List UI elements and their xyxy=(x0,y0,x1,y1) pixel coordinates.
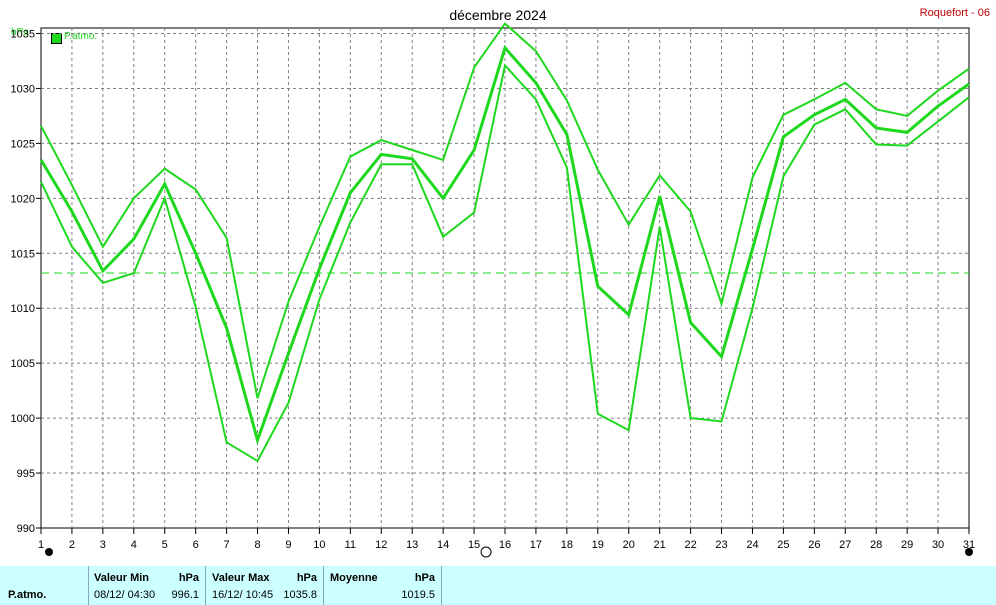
x-tick-label: 18 xyxy=(561,539,573,551)
max-unit: hPa xyxy=(296,572,317,584)
mean-value: 1019.5 xyxy=(401,589,435,601)
x-tick-label: 22 xyxy=(684,539,696,551)
summary-mean-cell: Moyenne hPa 1019.5 xyxy=(324,566,442,605)
full-moon-icon xyxy=(480,546,492,558)
series-line-max xyxy=(40,22,970,399)
x-tick-label: 10 xyxy=(313,539,325,551)
min-unit: hPa xyxy=(178,572,199,584)
x-tick-label: 3 xyxy=(100,539,106,551)
new-moon-icon xyxy=(45,548,53,556)
y-tick-label: 1015 xyxy=(11,248,35,260)
x-tick-label: 27 xyxy=(839,539,851,551)
min-header: Valeur Min xyxy=(94,572,150,584)
x-tick-label: 1 xyxy=(38,539,44,551)
legend-label: P.atmo. xyxy=(64,31,98,42)
series-line-avg xyxy=(39,44,970,446)
x-tick-label: 29 xyxy=(901,539,913,551)
y-tick-label: 1025 xyxy=(11,138,35,150)
x-tick-label: 20 xyxy=(623,539,635,551)
x-tick-label: 12 xyxy=(375,539,387,551)
x-tick-label: 14 xyxy=(437,539,449,551)
summary-min-cell: Valeur Min hPa 08/12/ 04:30 996.1 xyxy=(89,566,206,605)
x-tick-label: 17 xyxy=(530,539,542,551)
mean-unit: hPa xyxy=(414,572,435,584)
summary-row-label: P.atmo. xyxy=(8,589,47,601)
min-value: 996.1 xyxy=(171,589,199,601)
x-tick-label: 7 xyxy=(224,539,230,551)
x-tick-label: 15 xyxy=(468,539,480,551)
summary-footer: P.atmo. Valeur Min hPa 08/12/ 04:30 996.… xyxy=(0,566,996,605)
x-tick-label: 6 xyxy=(193,539,199,551)
x-tick-label: 5 xyxy=(162,539,168,551)
new-moon-icon xyxy=(965,548,973,556)
station-name: Roquefort - 06 xyxy=(919,7,990,19)
max-when: 16/12/ 10:45 xyxy=(212,589,274,601)
x-tick-label: 13 xyxy=(406,539,418,551)
x-tick-label: 4 xyxy=(131,539,137,551)
x-tick-label: 19 xyxy=(592,539,604,551)
y-tick-label: 1030 xyxy=(11,83,35,95)
y-tick-label: 995 xyxy=(17,468,35,480)
x-tick-label: 8 xyxy=(254,539,260,551)
max-header: Valeur Max xyxy=(212,572,270,584)
summary-max-cell: Valeur Max hPa 16/12/ 10:45 1035.8 xyxy=(206,566,324,605)
y-tick-label: 1000 xyxy=(11,413,35,425)
x-tick-label: 31 xyxy=(963,539,975,551)
y-tick-label: 1005 xyxy=(11,358,35,370)
y-tick-label: 1035 xyxy=(11,28,35,40)
x-tick-label: 30 xyxy=(932,539,944,551)
max-value: 1035.8 xyxy=(283,589,317,601)
summary-label-cell: P.atmo. xyxy=(0,566,89,605)
chart-title: décembre 2024 xyxy=(449,7,547,23)
series-line-min xyxy=(40,63,970,463)
x-tick-label: 11 xyxy=(345,539,356,551)
x-tick-label: 23 xyxy=(715,539,727,551)
y-tick-label: 1020 xyxy=(11,193,35,205)
mean-header: Moyenne xyxy=(330,572,378,584)
x-tick-label: 2 xyxy=(69,539,75,551)
min-when: 08/12/ 04:30 xyxy=(94,589,156,601)
x-tick-label: 28 xyxy=(870,539,882,551)
legend-swatch xyxy=(51,33,62,44)
x-tick-label: 25 xyxy=(777,539,789,551)
x-tick-label: 24 xyxy=(746,539,758,551)
x-tick-label: 16 xyxy=(499,539,511,551)
y-tick-label: 990 xyxy=(17,523,35,535)
y-axis-unit: hPa xyxy=(11,27,29,38)
x-tick-label: 21 xyxy=(654,539,666,551)
x-tick-label: 26 xyxy=(808,539,820,551)
y-tick-label: 1010 xyxy=(11,303,35,315)
x-tick-label: 9 xyxy=(285,539,291,551)
